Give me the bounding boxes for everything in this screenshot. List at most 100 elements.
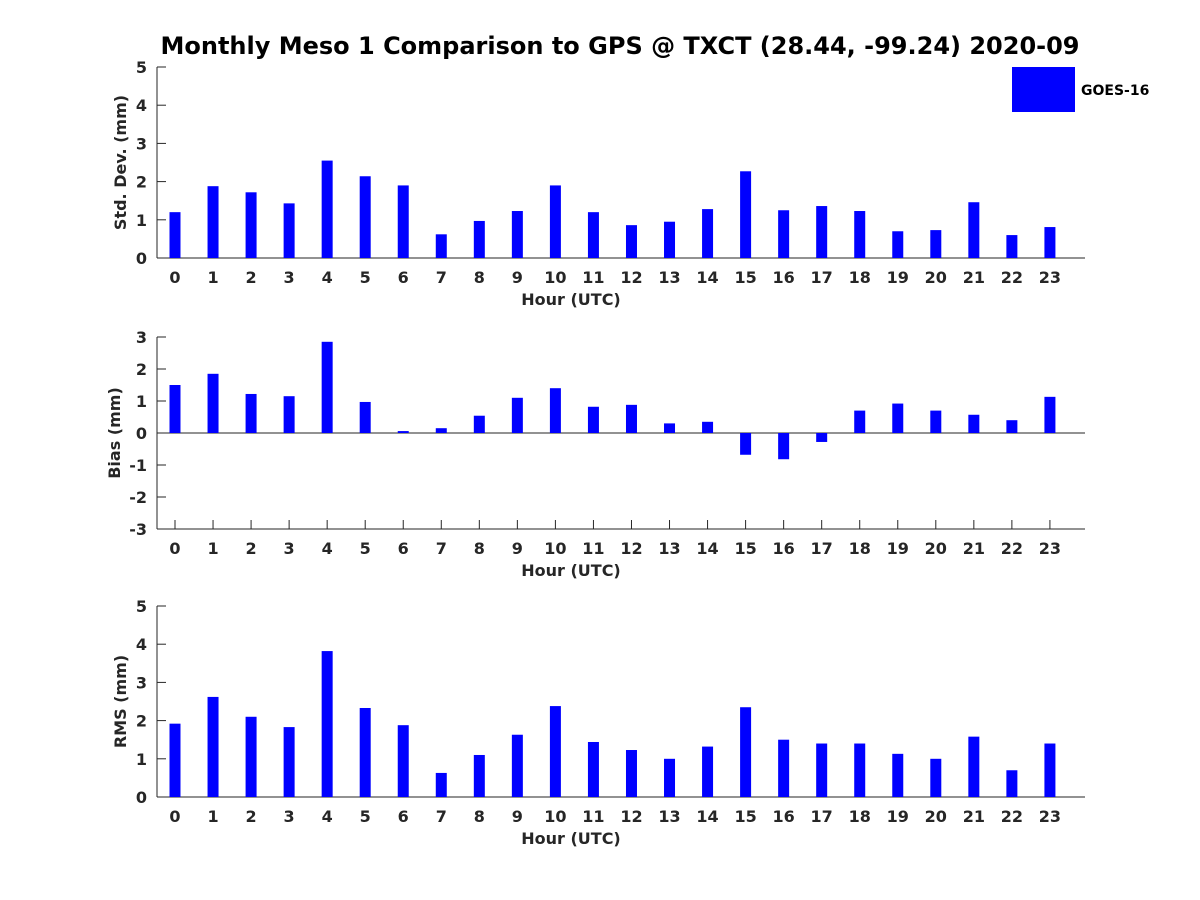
x-tick-label: 1	[207, 807, 218, 826]
bar-hour-1	[207, 373, 219, 433]
x-tick-label: 15	[734, 268, 756, 287]
y-tick-label: 2	[136, 173, 147, 192]
bar-hour-7	[435, 234, 447, 258]
bar-hour-1	[207, 696, 219, 797]
x-tick-label: 1	[207, 268, 218, 287]
bar-hour-3	[283, 727, 295, 797]
x-tick-label: 18	[849, 539, 871, 558]
bar-hour-15	[740, 707, 752, 797]
bar-hour-23	[1044, 743, 1056, 797]
x-tick-label: 22	[1001, 268, 1023, 287]
y-tick-label: 3	[136, 673, 147, 692]
y-tick-label: 1	[136, 211, 147, 230]
x-tick-label: 19	[887, 268, 909, 287]
bar-hour-13	[664, 221, 676, 258]
x-tick-label: 17	[811, 539, 833, 558]
bar-hour-13	[664, 423, 676, 433]
bar-hour-18	[854, 211, 866, 258]
x-tick-label: 11	[582, 539, 604, 558]
x-tick-label: 19	[887, 539, 909, 558]
bar-hour-14	[702, 209, 714, 258]
y-tick-label: 0	[136, 249, 147, 268]
x-tick-label: 1	[207, 539, 218, 558]
bar-hour-1	[207, 186, 219, 258]
bar-hour-20	[930, 410, 942, 433]
bar-hour-15	[740, 433, 752, 455]
bar-hour-14	[702, 746, 714, 797]
bar-hour-4	[321, 341, 333, 433]
bar-hour-19	[892, 753, 904, 797]
x-tick-label: 20	[925, 268, 947, 287]
y-tick-label: 2	[136, 712, 147, 731]
x-tick-label: 12	[620, 268, 642, 287]
bar-hour-11	[587, 212, 599, 258]
x-tick-label: 5	[360, 539, 371, 558]
bar-hour-6	[397, 725, 409, 797]
bar-hour-11	[587, 741, 599, 797]
x-tick-label: 6	[398, 268, 409, 287]
x-tick-label: 11	[582, 268, 604, 287]
bar-hour-5	[359, 401, 371, 433]
bar-hour-21	[968, 414, 980, 433]
x-tick-label: 22	[1001, 539, 1023, 558]
bar-hour-22	[1006, 235, 1018, 258]
legend-label: GOES-16	[1081, 83, 1149, 99]
bar-hour-12	[625, 750, 637, 797]
bar-hour-15	[740, 171, 752, 258]
y-axis-label: Bias (mm)	[105, 387, 124, 479]
x-tick-label: 16	[773, 539, 795, 558]
x-axis-label: Hour (UTC)	[521, 829, 621, 848]
bar-hour-9	[511, 734, 523, 797]
y-tick-label: -3	[129, 520, 147, 539]
x-tick-label: 12	[620, 807, 642, 826]
x-tick-label: 0	[169, 539, 180, 558]
x-tick-label: 7	[436, 807, 447, 826]
x-tick-label: 14	[696, 539, 718, 558]
bar-hour-0	[169, 212, 181, 258]
x-tick-label: 0	[169, 807, 180, 826]
bar-hour-13	[664, 758, 676, 797]
y-tick-label: 3	[136, 328, 147, 347]
y-tick-label: -1	[129, 456, 147, 475]
x-tick-label: 16	[773, 807, 795, 826]
bar-hour-23	[1044, 227, 1056, 258]
y-tick-label: 4	[136, 635, 147, 654]
y-tick-label: 3	[136, 134, 147, 153]
bar-hour-16	[778, 210, 790, 258]
x-tick-label: 19	[887, 807, 909, 826]
x-tick-label: 21	[963, 539, 985, 558]
bar-hour-10	[549, 706, 561, 797]
y-tick-label: 1	[136, 750, 147, 769]
x-tick-label: 17	[811, 268, 833, 287]
x-tick-label: 20	[925, 539, 947, 558]
y-tick-label: 0	[136, 424, 147, 443]
y-tick-label: 2	[136, 360, 147, 379]
bar-hour-4	[321, 651, 333, 797]
y-axis-label: Std. Dev. (mm)	[111, 95, 130, 230]
bar-hour-18	[854, 743, 866, 797]
x-axis-label: Hour (UTC)	[521, 290, 621, 309]
bar-hour-3	[283, 203, 295, 258]
x-tick-label: 14	[696, 268, 718, 287]
x-tick-label: 3	[284, 268, 295, 287]
bar-hour-11	[587, 406, 599, 433]
bar-hour-4	[321, 160, 333, 258]
x-tick-label: 9	[512, 807, 523, 826]
bar-hour-20	[930, 758, 942, 797]
bar-hour-0	[169, 723, 181, 797]
bar-hour-2	[245, 192, 257, 258]
x-tick-label: 18	[849, 807, 871, 826]
x-tick-label: 12	[620, 539, 642, 558]
x-tick-label: 9	[512, 539, 523, 558]
bar-hour-18	[854, 410, 866, 433]
x-tick-label: 13	[658, 539, 680, 558]
bar-hour-22	[1006, 420, 1018, 433]
x-tick-label: 15	[734, 539, 756, 558]
bar-hour-6	[397, 185, 409, 258]
bar-hour-7	[435, 428, 447, 433]
x-tick-label: 4	[322, 268, 333, 287]
bar-hour-10	[549, 185, 561, 258]
